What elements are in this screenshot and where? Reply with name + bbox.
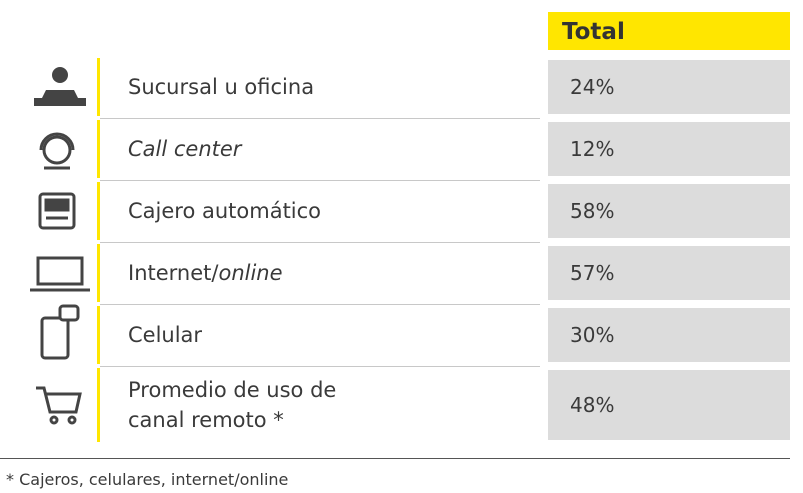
label-part: online (218, 261, 283, 285)
row-accent (97, 120, 100, 178)
label-part: Sucursal u oficina (128, 75, 315, 99)
row-separator (100, 366, 540, 367)
row-separator (100, 180, 540, 181)
label-part: Celular (128, 323, 203, 347)
row-value: 57% (548, 246, 790, 300)
row-value: 30% (548, 308, 790, 362)
label-part: Internet/ (128, 261, 219, 285)
cart-icon (36, 386, 82, 425)
row-label: Call center (128, 134, 241, 164)
laptop-icon (30, 256, 90, 292)
row-value: 58% (548, 184, 790, 238)
footnote: * Cajeros, celulares, internet/online (6, 470, 289, 489)
row-value: 48% (548, 370, 790, 440)
label-part: Cajero automático (128, 199, 322, 223)
branch-icon (34, 67, 86, 106)
row-accent (97, 244, 100, 302)
row-label: Sucursal u oficina (128, 72, 314, 102)
row-accent (97, 368, 100, 442)
row-label: Promedio de uso de canal remoto * (128, 375, 336, 435)
row-value: 24% (548, 60, 790, 114)
phone-icon (40, 304, 80, 360)
row-separator (100, 304, 540, 305)
label-part: Promedio de uso de (128, 378, 337, 402)
label-part: Call center (128, 137, 242, 161)
icons (30, 67, 90, 425)
row-accent (97, 182, 100, 240)
callcenter-icon (39, 132, 75, 170)
row-label: Internet/online (128, 258, 283, 288)
row-value: 12% (548, 122, 790, 176)
row-separator (100, 242, 540, 243)
row-separator (100, 118, 540, 119)
atm-icon (38, 192, 76, 230)
column-header: Total (548, 12, 790, 50)
row-label: Celular (128, 320, 202, 350)
bottom-rule (0, 458, 790, 459)
row-accent (97, 306, 100, 364)
row-label: Cajero automático (128, 196, 321, 226)
label-part: canal remoto * (128, 408, 284, 432)
row-accent (97, 58, 100, 116)
